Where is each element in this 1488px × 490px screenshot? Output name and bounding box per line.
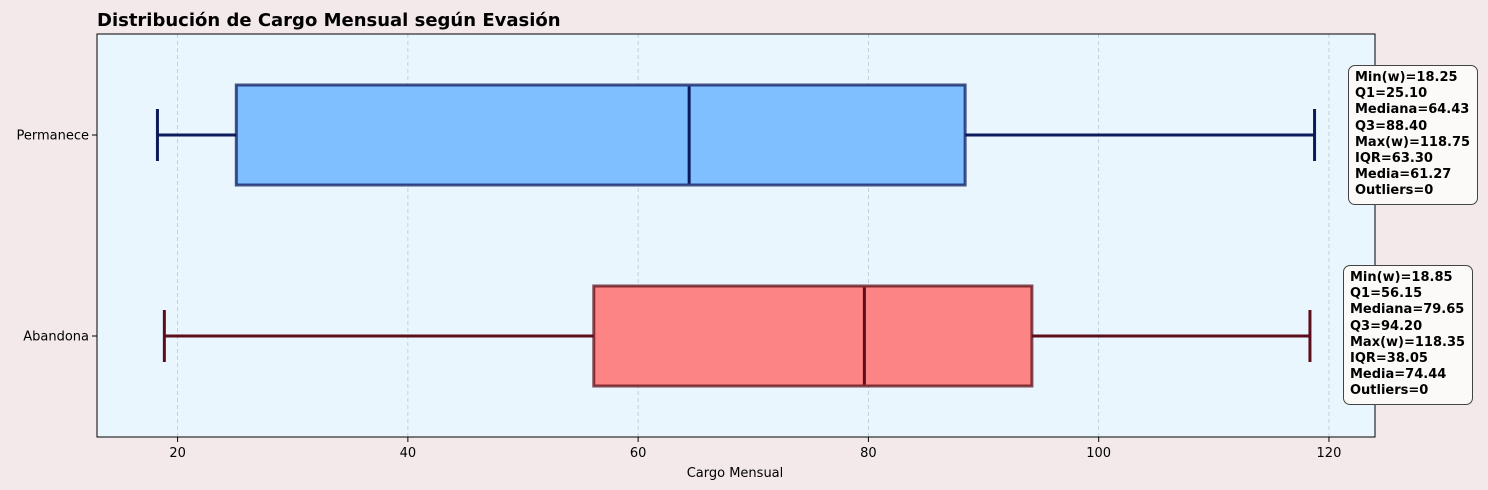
- stats-line: Mediana=64.43: [1355, 102, 1470, 118]
- stats-line: IQR=38.05: [1350, 351, 1428, 367]
- y-tick-label: Permanece: [16, 129, 89, 144]
- plot-frame: [96, 33, 1376, 438]
- stats-line: Mediana=79.65: [1350, 302, 1465, 318]
- axes: 20 40 60 80 100 120 Permanece Abandona: [16, 129, 1341, 462]
- box-permanece: [155, 83, 1317, 187]
- x-tick-label: 80: [860, 446, 877, 461]
- box-iqr: [234, 83, 967, 187]
- stats-line: Outliers=0: [1355, 183, 1434, 199]
- stats-line: Media=61.27: [1355, 167, 1452, 183]
- stats-box-abandona: Min(w)=18.85 Q1=56.15 Mediana=79.65 Q3=94.2…: [1343, 265, 1474, 405]
- x-tick-label: 120: [1317, 446, 1342, 461]
- box-iqr: [592, 284, 1034, 388]
- stats-line: Q3=88.40: [1355, 118, 1428, 134]
- stats-line: Q1=56.15: [1350, 286, 1423, 302]
- stats-line: Min(w)=18.25: [1355, 70, 1458, 85]
- stats-line: Max(w)=118.75: [1355, 134, 1471, 150]
- stats-line: Q3=94.20: [1350, 318, 1423, 334]
- stats-box-permanece: Min(w)=18.25 Q1=25.10 Mediana=64.43 Q3=88.4…: [1348, 65, 1479, 205]
- stats-line: Media=74.44: [1350, 367, 1447, 383]
- stats-line: Min(w)=18.85: [1350, 270, 1453, 285]
- stats-line: Max(w)=118.35: [1350, 334, 1466, 350]
- x-tick-label: 20: [169, 446, 186, 461]
- stats-line: IQR=63.30: [1355, 151, 1433, 167]
- x-tick-label: 60: [630, 446, 647, 461]
- box-abandona: [162, 284, 1312, 388]
- chart-title: Distribución de Cargo Mensual según Evas…: [97, 10, 561, 31]
- x-tick-label: 40: [400, 446, 417, 461]
- stats-line: Q1=25.10: [1355, 86, 1428, 102]
- y-tick-label: Abandona: [23, 330, 89, 345]
- x-axis-label: Cargo Mensual: [687, 466, 784, 481]
- stats-line: Outliers=0: [1350, 383, 1429, 399]
- x-tick-label: 100: [1086, 446, 1111, 461]
- box-series: [155, 83, 1317, 388]
